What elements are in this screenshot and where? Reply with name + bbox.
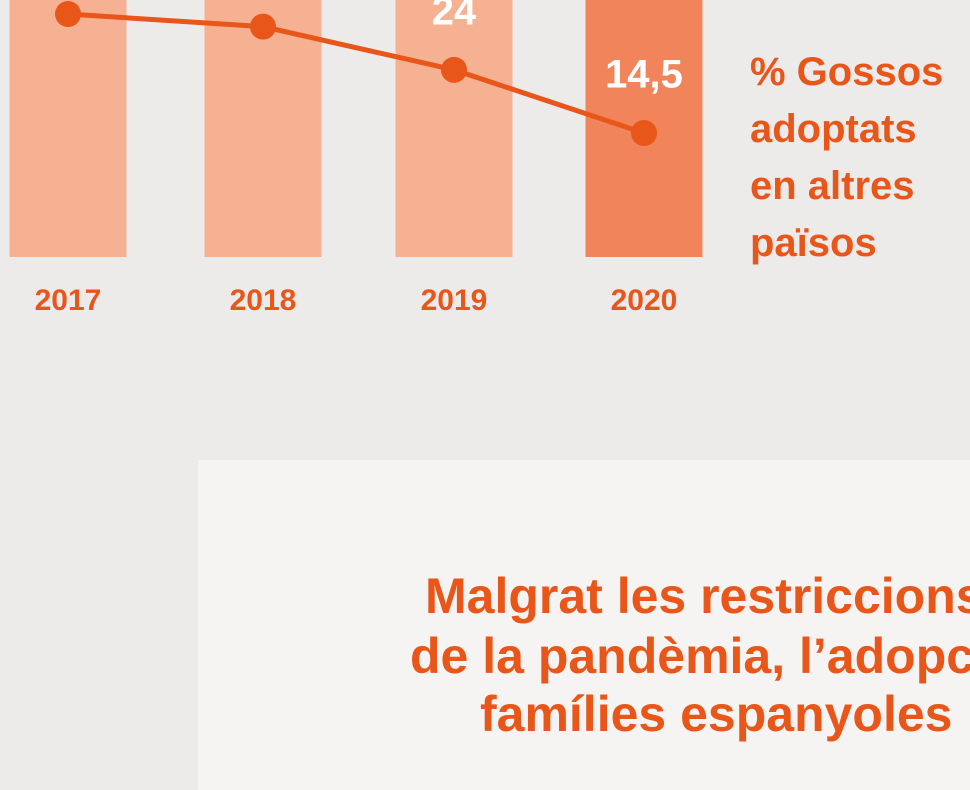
column: [395, 0, 513, 257]
x-tick-label: 2018: [230, 284, 297, 317]
point: [631, 120, 657, 146]
x-tick-label: 2020: [611, 284, 678, 317]
point: [55, 1, 81, 27]
value-label: 14,5: [605, 53, 683, 97]
value-label: 24: [432, 0, 477, 33]
point: [250, 13, 276, 40]
heading-line: famílies espanyoles: [480, 686, 952, 742]
column: [9, 0, 127, 257]
heading-line: de la pandèmia, l’adopc: [410, 628, 970, 684]
legend-label: % Gossos adoptats en altres països: [750, 50, 944, 265]
x-tick-label: 2017: [35, 284, 102, 317]
column: [204, 0, 322, 257]
article-panel: [198, 460, 970, 790]
x-tick-label: 2019: [421, 284, 488, 317]
point: [441, 56, 467, 83]
heading-line: Malgrat les restriccions: [425, 568, 970, 624]
line: [67, 11, 645, 136]
